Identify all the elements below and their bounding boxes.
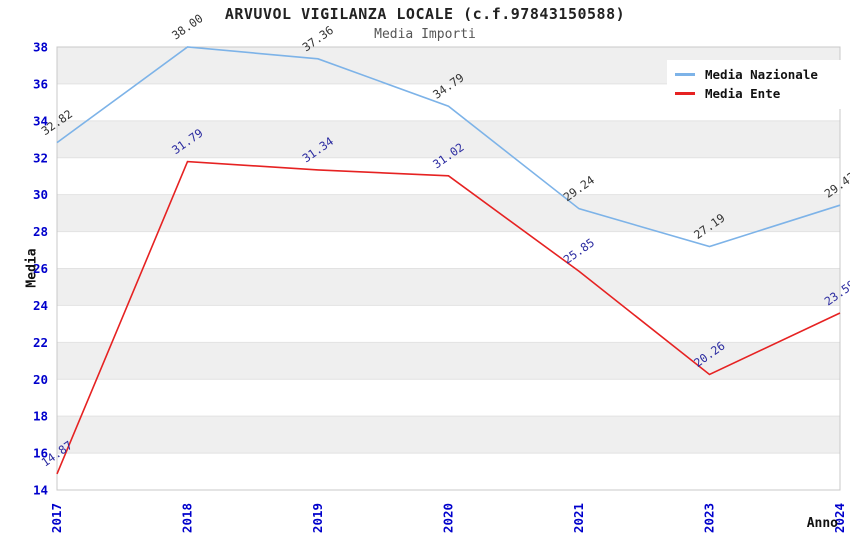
plot-band <box>57 379 840 417</box>
y-tick-label: 22 <box>33 335 48 350</box>
y-tick-label: 38 <box>33 40 48 55</box>
x-axis-label: Anno <box>806 516 838 531</box>
x-tick-label: 2021 <box>571 503 586 533</box>
legend-label: Media Ente <box>705 86 781 101</box>
plot-band <box>57 268 840 306</box>
legend: Media Nazionale Media Ente <box>667 60 850 109</box>
plot-band <box>57 305 840 343</box>
plot-band <box>57 231 840 269</box>
chart-subtitle: Media Importi <box>374 27 476 42</box>
y-tick-label: 30 <box>33 187 48 202</box>
y-tick-label: 28 <box>33 224 48 239</box>
x-tick-label: 2020 <box>441 503 456 533</box>
y-tick-label: 26 <box>33 261 48 276</box>
y-tick-label: 36 <box>33 76 48 91</box>
plot-band <box>57 120 840 158</box>
x-tick-label: 2018 <box>180 503 195 533</box>
x-tick-label: 2024 <box>832 503 847 533</box>
series-line-media-ente <box>56 160 841 475</box>
chart-title: ARVUVOL VIGILANZA LOCALE (c.f.9784315058… <box>224 5 626 23</box>
plot-band <box>57 342 840 380</box>
plot-band <box>57 416 840 454</box>
legend-line-swatch-icon <box>675 73 695 76</box>
y-tick-label: 24 <box>33 298 48 313</box>
x-tick-label: 2019 <box>310 503 325 533</box>
x-tick-label: 2023 <box>702 503 717 533</box>
y-tick-label: 18 <box>33 409 48 424</box>
plot-band <box>57 453 840 490</box>
y-tick-label: 14 <box>33 483 48 498</box>
legend-label: Media Nazionale <box>705 67 818 82</box>
series-line-media-nazionale <box>56 46 841 248</box>
plot-band <box>57 194 840 232</box>
plot-border <box>56 46 841 491</box>
legend-item-media-ente: Media Ente <box>675 84 850 103</box>
y-tick-label: 34 <box>33 113 48 128</box>
legend-item-media-nazionale: Media Nazionale <box>675 65 850 84</box>
y-tick-label: 32 <box>33 150 48 165</box>
y-tick-label: 16 <box>33 446 48 461</box>
y-tick-label: 20 <box>33 372 48 387</box>
y-axis-label: Media <box>24 248 40 288</box>
x-tick-label: 2017 <box>49 503 64 533</box>
legend-line-swatch-icon <box>675 92 695 95</box>
